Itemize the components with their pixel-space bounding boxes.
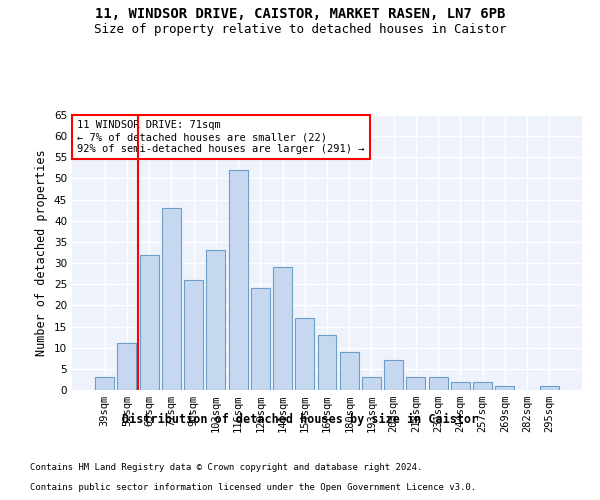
Bar — [140, 254, 158, 390]
Text: 11 WINDSOR DRIVE: 71sqm
← 7% of detached houses are smaller (22)
92% of semi-det: 11 WINDSOR DRIVE: 71sqm ← 7% of detached… — [77, 120, 365, 154]
Bar — [540, 386, 559, 390]
Text: Contains public sector information licensed under the Open Government Licence v3: Contains public sector information licen… — [30, 484, 476, 492]
Text: Size of property relative to detached houses in Caistor: Size of property relative to detached ho… — [94, 22, 506, 36]
Text: Contains HM Land Registry data © Crown copyright and database right 2024.: Contains HM Land Registry data © Crown c… — [30, 464, 422, 472]
Text: Distribution of detached houses by size in Caistor: Distribution of detached houses by size … — [122, 412, 478, 426]
Bar — [317, 335, 337, 390]
Bar — [184, 280, 203, 390]
Bar — [406, 378, 425, 390]
Bar — [95, 378, 114, 390]
Bar — [496, 386, 514, 390]
Bar — [451, 382, 470, 390]
Bar — [251, 288, 270, 390]
Bar — [273, 268, 292, 390]
Bar — [118, 344, 136, 390]
Bar — [473, 382, 492, 390]
Bar — [229, 170, 248, 390]
Bar — [340, 352, 359, 390]
Bar — [206, 250, 225, 390]
Text: 11, WINDSOR DRIVE, CAISTOR, MARKET RASEN, LN7 6PB: 11, WINDSOR DRIVE, CAISTOR, MARKET RASEN… — [95, 8, 505, 22]
Y-axis label: Number of detached properties: Number of detached properties — [35, 149, 49, 356]
Bar — [429, 378, 448, 390]
Bar — [295, 318, 314, 390]
Bar — [384, 360, 403, 390]
Bar — [362, 378, 381, 390]
Bar — [162, 208, 181, 390]
